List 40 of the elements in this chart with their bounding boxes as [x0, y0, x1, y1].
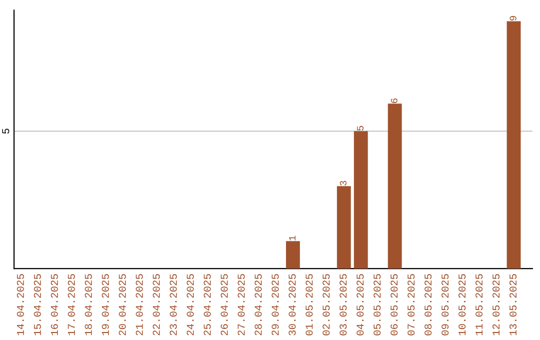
x-tick-label: 13.05.2025	[509, 274, 517, 336]
data-label: 1	[289, 236, 296, 240]
x-tick-label: 20.04.2025	[118, 274, 126, 336]
x-tick-label: 01.05.2025	[306, 274, 313, 336]
x-tick-label: 24.04.2025	[186, 274, 194, 336]
x-tick-label: 30.04.2025	[288, 274, 296, 336]
x-tick-label: 21.04.2025	[136, 274, 143, 336]
x-tick-label: 18.04.2025	[84, 274, 92, 336]
data-label: 3	[340, 180, 347, 186]
x-tick-label: 19.04.2025	[102, 274, 109, 336]
x-tick-label: 10.05.2025	[458, 274, 466, 336]
x-tick-label: 11.05.2025	[476, 274, 483, 336]
x-tick-label: 17.04.2025	[68, 274, 75, 336]
data-label: 9	[510, 16, 516, 21]
bar	[388, 104, 402, 269]
x-tick-label: 08.05.2025	[424, 274, 432, 336]
x-tick-label: 28.04.2025	[254, 274, 262, 336]
x-tick-label: 26.04.2025	[220, 274, 228, 336]
x-tick-label: 16.04.2025	[50, 274, 58, 336]
x-tick-label: 09.05.2025	[442, 274, 449, 336]
x-tick-label: 03.05.2025	[340, 274, 347, 336]
x-tick-label: 25.04.2025	[204, 274, 211, 336]
bar	[354, 131, 368, 269]
x-tick-label: 23.04.2025	[170, 274, 177, 336]
x-tick-label: 22.04.2025	[152, 274, 160, 336]
x-tick-label: 04.05.2025	[356, 274, 364, 336]
x-tick-label: 29.04.2025	[272, 274, 279, 336]
x-tick-label: 27.04.2025	[238, 274, 245, 336]
x-tick-label: 02.05.2025	[322, 274, 330, 336]
x-tick-label: 05.05.2025	[374, 274, 381, 336]
data-label: 6	[390, 98, 398, 103]
x-tick-label: 06.05.2025	[390, 274, 398, 336]
bar	[336, 186, 351, 269]
x-tick-label: 07.05.2025	[408, 274, 415, 336]
bar	[286, 241, 300, 269]
bar	[506, 21, 521, 269]
data-label: 5	[356, 126, 364, 131]
x-tick-label: 15.04.2025	[34, 274, 41, 336]
x-tick-label: 12.05.2025	[492, 274, 500, 336]
x-tick-label: 14.04.2025	[16, 274, 24, 336]
